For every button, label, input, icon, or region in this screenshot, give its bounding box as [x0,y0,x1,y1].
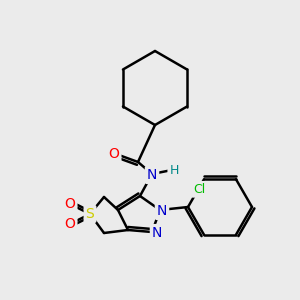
Text: N: N [147,168,157,182]
Text: O: O [109,147,119,161]
Text: O: O [64,197,75,211]
Text: N: N [152,226,162,240]
Text: H: H [169,164,179,176]
Text: S: S [85,207,94,221]
Text: N: N [157,204,167,218]
Text: O: O [64,217,75,231]
Text: Cl: Cl [193,183,205,196]
